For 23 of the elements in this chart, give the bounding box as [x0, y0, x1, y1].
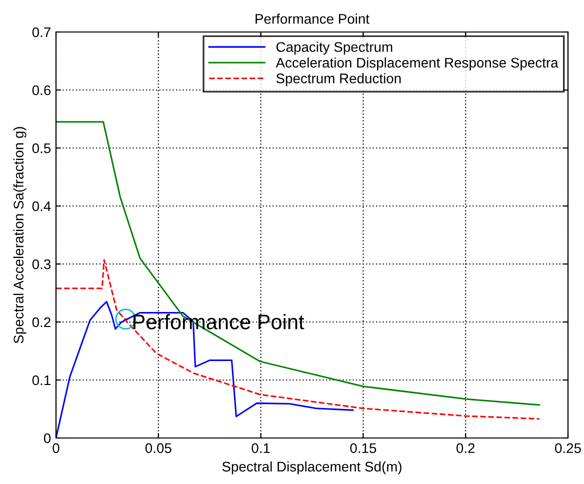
y-tick-label: 0.5 — [32, 143, 51, 154]
legend-label: Acceleration Displacement Response Spectra — [276, 57, 558, 70]
x-axis-title: Spectral Displacement Sd(m) — [222, 461, 402, 474]
y-tick-label: 0 — [44, 433, 51, 444]
x-tick-label: 0.2 — [456, 443, 475, 454]
y-tick-label: 0.1 — [32, 375, 50, 386]
y-tick-label: 0.4 — [32, 201, 51, 212]
x-tick-label: 0.25 — [555, 443, 581, 454]
y-tick-label: 0.7 — [32, 27, 50, 38]
line-series — [56, 300, 354, 438]
y-tick-label: 0.6 — [32, 85, 51, 96]
line-series — [56, 121, 540, 406]
y-tick-label: 0.3 — [32, 259, 51, 270]
line-series — [56, 259, 540, 420]
legend-label: Capacity Spectrum — [276, 42, 392, 55]
x-tick-label: 0.05 — [145, 443, 172, 454]
y-axis-title: Spectral Acceleration Sa(fraction g) — [13, 127, 26, 344]
chart-title: Performance Point — [256, 14, 370, 24]
x-tick-label: 0.1 — [252, 443, 270, 454]
y-tick-label: 0.2 — [32, 317, 50, 328]
legend-label: Spectrum Reduction — [276, 73, 401, 86]
x-tick-label: 0.15 — [350, 443, 376, 454]
x-tick-label: 0 — [52, 443, 60, 454]
